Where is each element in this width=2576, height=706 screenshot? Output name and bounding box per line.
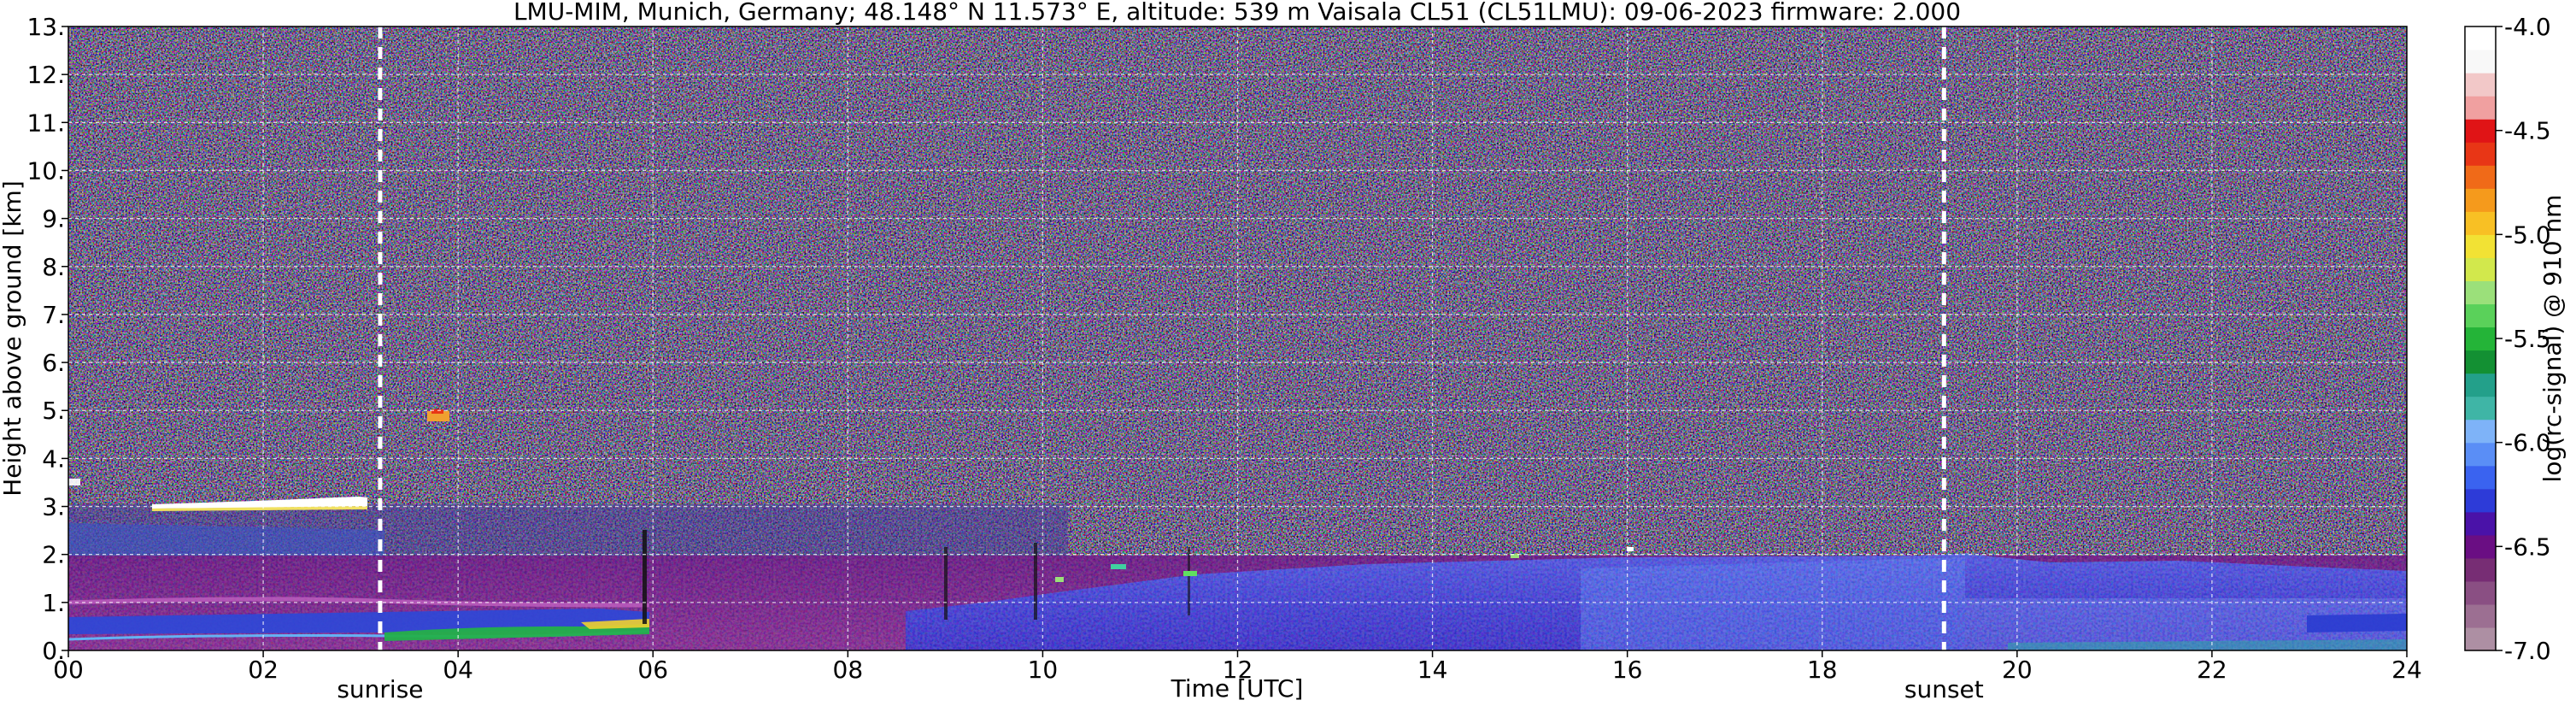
aerosol-layer-green	[384, 624, 649, 641]
x-tick-label: 20	[2002, 656, 2033, 684]
colorbar-tick-label: -6.0	[2504, 429, 2551, 457]
colorbar-segment	[2465, 26, 2496, 50]
vertical-marker-label: sunset	[1904, 675, 1984, 703]
sun-markers: sunrise sunset	[337, 26, 1984, 703]
x-tick-label: 22	[2197, 656, 2227, 684]
x-tick-label: 08	[833, 656, 864, 684]
colorbar-segment	[2465, 373, 2496, 397]
y-axis: 0. 1. 2. 3. 4. 5. 6. 7. 8. 9. 10. 11. 12. 13.	[26, 13, 68, 665]
colorbar-segment	[2465, 603, 2496, 628]
colorbar-segment	[2465, 234, 2496, 258]
colorbar-segment	[2465, 142, 2496, 166]
y-tick-label: 8.	[42, 253, 65, 281]
colorbar-segment	[2465, 280, 2496, 305]
colorbar-segment	[2465, 627, 2496, 651]
colorbar-segment	[2465, 165, 2496, 189]
colorbar-segment	[2465, 211, 2496, 235]
colorbar-segment	[2465, 511, 2496, 536]
vertical-marker-label: sunrise	[337, 675, 423, 703]
colorbar-segment	[2465, 580, 2496, 605]
x-axis: 00 02 04 06 08 10 12 14 16 18 20 22 24	[53, 650, 2422, 684]
x-tick-label: 02	[248, 656, 279, 684]
x-tick-label: 12	[1223, 656, 1253, 684]
colorbar-segment	[2465, 327, 2496, 351]
x-tick-label: 24	[2391, 656, 2422, 684]
colorbar-tick-label: -4.5	[2504, 117, 2551, 145]
colorbar-segment	[2465, 396, 2496, 421]
colorbar-label: log(rc-signal) @ 910 nm	[2538, 195, 2567, 483]
y-axis-title: Height above ground [km]	[0, 180, 26, 497]
colorbar-segment	[2465, 188, 2496, 212]
x-tick-label: 16	[1612, 656, 1643, 684]
colorbar-segment	[2465, 419, 2496, 444]
colorbar-segment	[2465, 303, 2496, 328]
x-tick-label: 06	[637, 656, 668, 684]
y-tick-label: 1.	[42, 589, 65, 617]
x-tick-label: 10	[1028, 656, 1059, 684]
y-tick-label: 11.	[26, 109, 65, 137]
colorbar-segment	[2465, 488, 2496, 513]
y-tick-label: 2.	[42, 541, 65, 569]
y-tick-label: 5.	[42, 397, 65, 425]
colorbar-segment	[2465, 350, 2496, 374]
grid-lines	[68, 26, 2407, 650]
y-tick-label: 0.	[42, 637, 65, 665]
x-tick-label: 14	[1417, 656, 1448, 684]
y-tick-label: 9.	[42, 205, 65, 233]
colorbar-segment	[2465, 442, 2496, 467]
colorbar-tick-label: -5.0	[2504, 221, 2551, 249]
colorbar-tick-label: -7.0	[2504, 637, 2551, 665]
colorbar-tick-label: -4.0	[2504, 13, 2551, 41]
y-tick-label: 4.	[42, 444, 65, 473]
colorbar-segment	[2465, 557, 2496, 582]
colorbar-segment	[2465, 465, 2496, 490]
colorbar-tick-label: -6.5	[2504, 532, 2551, 561]
colorbar: -4.0 -4.5 -5.0 -5.5 -6.0 -6.5 -7.0	[2464, 13, 2551, 665]
cloud-layer	[152, 497, 367, 509]
y-tick-label: 7.	[42, 301, 65, 329]
y-tick-label: 12.	[26, 61, 65, 89]
y-tick-label: 3.	[42, 493, 65, 521]
x-tick-label: 00	[53, 656, 84, 684]
x-tick-label: 18	[1807, 656, 1838, 684]
colorbar-segment	[2465, 50, 2496, 74]
y-tick-label: 6.	[42, 349, 65, 377]
colorbar-segment	[2465, 73, 2496, 97]
colorbar-segment	[2465, 534, 2496, 559]
colorbar-segment	[2465, 257, 2496, 282]
colorbar-segment	[2465, 119, 2496, 143]
plot-area	[68, 26, 2407, 650]
x-tick-label: 04	[443, 656, 473, 684]
x-axis-title: Time [UTC]	[1171, 674, 1304, 703]
y-tick-label: 10.	[26, 156, 65, 185]
chart-title: LMU-MIM, Munich, Germany; 48.148° N 11.5…	[513, 0, 1961, 26]
y-tick-label: 13.	[26, 13, 65, 41]
colorbar-tick-label: -5.5	[2504, 325, 2551, 353]
colorbar-segment	[2465, 96, 2496, 120]
